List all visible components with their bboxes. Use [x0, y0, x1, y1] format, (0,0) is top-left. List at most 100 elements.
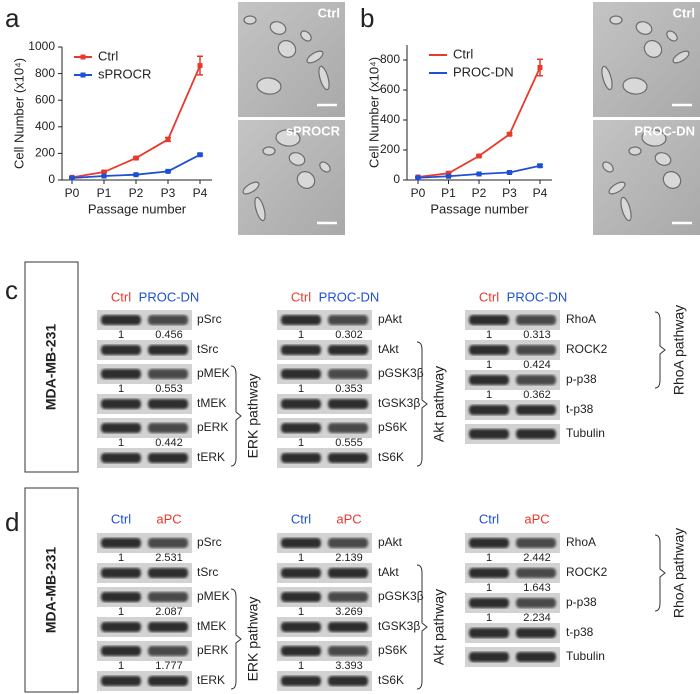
blot-band [469, 568, 509, 578]
cell [609, 15, 623, 25]
cell [602, 161, 614, 173]
condition-label: PROC-DN [319, 289, 380, 304]
row-label: tMEK [197, 619, 226, 633]
quantification: 1 [118, 329, 124, 341]
data-point [197, 63, 203, 69]
cell [296, 171, 316, 189]
blot-band [516, 598, 556, 608]
condition-label: PROC-DN [139, 289, 200, 304]
pathway-label: RhoA pathway [671, 528, 687, 618]
row-label: tGSK3β [378, 619, 420, 633]
blot-band [148, 568, 188, 578]
y-axis-label: Cell Number (x10⁴) [366, 57, 381, 168]
cell [672, 50, 690, 64]
micrograph-label: Ctrl [673, 5, 695, 20]
cell [275, 129, 301, 147]
row-label: Tubulin [566, 649, 605, 663]
legend-marker [80, 72, 86, 78]
blot-band [516, 568, 556, 578]
y-tick-label: 600 [380, 82, 400, 96]
blot-band [281, 568, 321, 578]
blot-band [328, 423, 368, 433]
panel-label: d [5, 507, 19, 537]
cell [641, 129, 667, 147]
data-point [69, 175, 75, 181]
quantification: 2.442 [523, 552, 551, 564]
y-tick-label: 200 [35, 146, 55, 160]
blot-band [148, 453, 188, 463]
row-label: tGSK3β [378, 396, 420, 410]
quantification: 1 [486, 612, 492, 624]
quantification: 1.643 [523, 582, 551, 594]
quantification: 1 [118, 552, 124, 564]
pathway-bracket [416, 341, 428, 467]
quantification: 1.777 [155, 660, 183, 672]
cell [300, 30, 312, 42]
pathway-bracket [416, 564, 428, 690]
legend-marker [80, 54, 86, 60]
blot-band [148, 538, 188, 548]
cell [318, 65, 330, 91]
blot-band [516, 652, 556, 662]
blot-band [469, 375, 509, 385]
blot-band [281, 423, 321, 433]
y-tick-label: 800 [380, 52, 400, 66]
blot-band [328, 646, 368, 656]
row-label: pGSK3β [378, 589, 424, 603]
blot-band [469, 429, 509, 439]
quantification: 0.313 [523, 329, 551, 341]
row-label: pAkt [378, 535, 403, 549]
cell [288, 152, 306, 166]
legend-label: Ctrl [453, 46, 473, 61]
blot-band [281, 453, 321, 463]
condition-label: aPC [524, 511, 549, 526]
data-point [133, 172, 139, 178]
condition-label: Ctrl [479, 511, 499, 526]
blot-band [281, 646, 321, 656]
condition-label: aPC [156, 511, 181, 526]
micrograph-label: Ctrl [318, 5, 340, 20]
data-point [476, 171, 482, 177]
pathway-bracket [654, 311, 666, 389]
data-point [446, 170, 451, 176]
blot-band [148, 622, 188, 632]
blot-band [101, 369, 141, 379]
cell [666, 30, 678, 42]
x-axis-label: Passage number [430, 201, 529, 216]
row-label: tS6K [378, 450, 404, 464]
cell [654, 152, 672, 166]
data-point [537, 163, 543, 169]
quantification: 0.353 [335, 383, 363, 395]
cell [256, 77, 282, 95]
row-label: ROCK2 [566, 342, 608, 356]
quantification: 0.424 [523, 359, 551, 371]
blot-band [148, 399, 188, 409]
blot-band [281, 369, 321, 379]
y-tick-label: 0 [393, 172, 400, 186]
cell [277, 40, 297, 58]
blot-band [148, 676, 188, 686]
data-point [537, 65, 543, 70]
blot-band [101, 315, 141, 325]
row-label: pERK [197, 420, 228, 434]
row-label: tERK [197, 673, 225, 687]
y-tick-label: 600 [35, 92, 55, 106]
row-label: t-p38 [566, 625, 594, 639]
cell-line-box [24, 261, 79, 473]
quantification: 2.531 [155, 552, 183, 564]
y-tick-label: 400 [35, 119, 55, 133]
quantification: 1 [486, 359, 492, 371]
quantification: 2.087 [155, 606, 183, 618]
row-label: p-p38 [566, 595, 597, 609]
y-axis-label: Cell Number (x10⁴) [11, 58, 26, 169]
quantification: 2.234 [523, 612, 551, 624]
blot-band [148, 592, 188, 602]
data-point [165, 168, 171, 174]
row-label: pSrc [197, 535, 222, 549]
blot-band [101, 622, 141, 632]
panel-label: b [360, 3, 374, 33]
series-line [71, 65, 201, 179]
row-label: pAkt [378, 312, 403, 326]
y-tick-label: 400 [380, 112, 400, 126]
